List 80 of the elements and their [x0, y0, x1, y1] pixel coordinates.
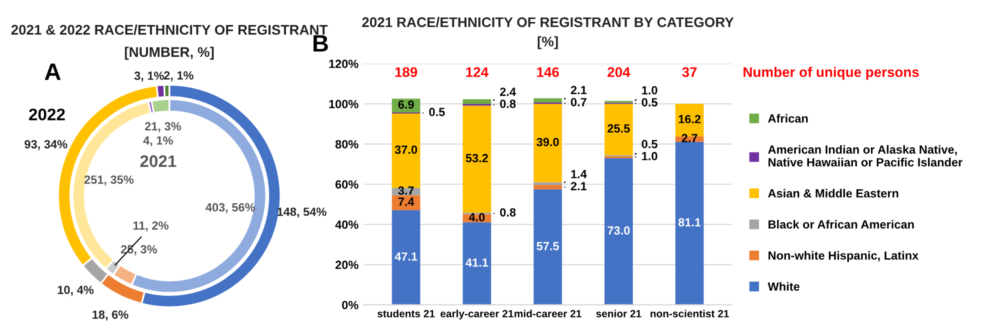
bar — [534, 185, 562, 190]
chart-title: 2021 & 2022 RACE/ETHNICITY OF REGISTRANT — [11, 24, 328, 35]
bar — [675, 142, 704, 305]
data-label: 21, 3% — [145, 122, 182, 132]
data-label: 10, 4% — [58, 286, 94, 296]
chart-title: 2021 RACE/ETHNICITY OF REGISTRANT BY CATEGORY — [362, 16, 734, 28]
slice-label: 2021 — [140, 155, 176, 168]
y-tick-label: 80% — [335, 140, 358, 148]
x-tick-label: students 21 — [377, 310, 435, 318]
data-label: 0.8 — [500, 100, 516, 108]
data-label: 93, 34% — [24, 140, 68, 150]
data-label: 2.7 — [682, 134, 698, 142]
x-tick-label: non-scientist 21 — [650, 310, 729, 318]
data-label: 0.7 — [570, 98, 586, 106]
data-label: 3, 1% — [134, 72, 164, 82]
legend-label: Black or African American — [768, 220, 914, 229]
legend-label: American Indian or Alaska Native, Native Hawaiian or Pacific Islander — [768, 145, 962, 166]
data-label: 47.1 — [394, 252, 418, 261]
y-tick-label: 120% — [329, 60, 358, 68]
y-tick-label: 0% — [342, 300, 358, 310]
x-tick-label: early-career 21 — [440, 310, 514, 320]
y-tick-label: 60% — [335, 180, 358, 189]
text: B — [314, 35, 328, 52]
data-label: 4.0 — [468, 213, 485, 222]
bar — [392, 114, 420, 188]
data-label: 0.5 — [429, 108, 445, 116]
data-label: 3.7 — [398, 186, 414, 195]
chart-subtitle: [%] — [538, 36, 558, 50]
text: Number of unique persons — [744, 66, 919, 80]
slice-label: 2022 — [29, 108, 65, 120]
data-label: 1.0 — [642, 86, 658, 94]
data-label: 1.4 — [571, 170, 587, 178]
data-label: 53.2 — [466, 154, 488, 162]
bar — [462, 222, 492, 305]
data-label: 73.0 — [608, 226, 630, 235]
y-tick-label: 40% — [335, 220, 358, 229]
data-label: 0.5 — [642, 140, 658, 148]
data-label: 7.4 — [398, 198, 414, 206]
data-label: 57.5 — [536, 242, 559, 250]
data-label: 41.1 — [466, 258, 488, 267]
data-label: 16.2 — [678, 114, 701, 124]
data-label: 11, 2% — [133, 221, 169, 232]
annotation: 146 — [537, 67, 559, 78]
bar — [462, 99, 492, 104]
bar — [534, 98, 562, 102]
data-label: 4, 1% — [143, 136, 173, 146]
annotation: 204 — [608, 67, 630, 78]
bar — [534, 182, 562, 186]
data-label: 2.1 — [570, 86, 587, 94]
data-label: 6.9 — [398, 100, 414, 109]
data-label: 2.1 — [570, 182, 587, 190]
data-label: 2.4 — [500, 88, 516, 96]
data-label: 1.0 — [642, 152, 658, 160]
y-tick-label: 100% — [329, 100, 358, 108]
data-label: 25.5 — [608, 124, 630, 133]
bar — [604, 104, 633, 156]
legend-label: White — [768, 282, 800, 291]
annotation: 37 — [682, 67, 697, 78]
legend-label: African — [768, 114, 808, 123]
chart-subtitle: [NUMBER, %] — [124, 46, 214, 60]
y-tick-label: 20% — [335, 260, 358, 270]
legend-label: Asian & Middle Eastern — [768, 188, 898, 198]
x-tick-label: senior 21 — [596, 310, 642, 318]
data-label: 2, 1% — [164, 71, 194, 82]
bar — [534, 104, 562, 182]
data-label: 18, 6% — [92, 310, 128, 321]
bar — [604, 158, 633, 305]
data-label: 0.5 — [642, 98, 658, 107]
data-label: 37.0 — [394, 145, 418, 154]
annotation: 124 — [466, 67, 488, 77]
text: A — [44, 64, 61, 80]
bar — [534, 189, 562, 305]
legend-label: Non-white Hispanic, Latinx — [768, 251, 919, 262]
x-tick-label: mid-career 21 — [514, 310, 582, 318]
data-label: 81.1 — [678, 218, 701, 227]
bar — [462, 106, 492, 213]
data-label: 39.0 — [536, 138, 559, 146]
bar — [392, 210, 420, 305]
data-label: 0.8 — [500, 208, 516, 217]
annotation: 189 — [395, 67, 418, 78]
